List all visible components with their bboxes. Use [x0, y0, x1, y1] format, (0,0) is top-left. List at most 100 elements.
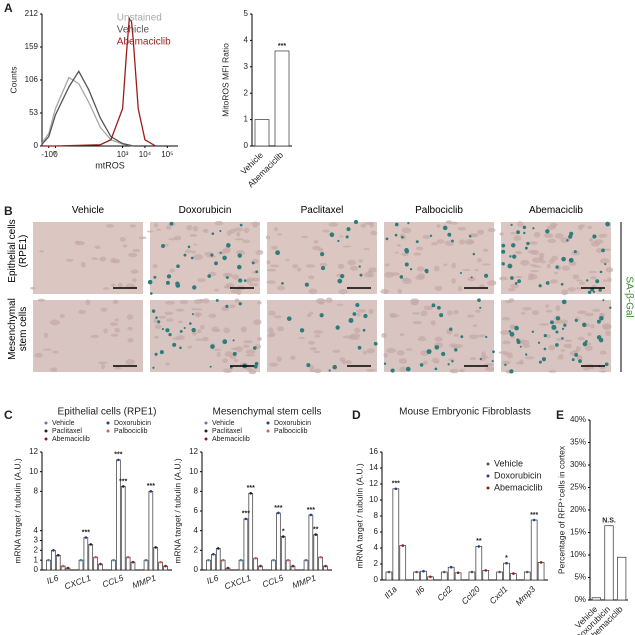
- cell: [499, 232, 504, 236]
- bar-point: [498, 570, 501, 574]
- stained-cell: [147, 279, 153, 285]
- significance: ***: [247, 485, 255, 492]
- stained-cell: [441, 351, 446, 357]
- cell: [195, 312, 201, 318]
- y-axis-label: Percentage of RFP⁺cells in cortex: [556, 445, 566, 574]
- cell: [130, 269, 139, 274]
- bar-point: [112, 558, 115, 562]
- cell: [575, 279, 583, 282]
- cell: [173, 235, 182, 241]
- cell: [358, 259, 363, 263]
- y-tick-label: 0: [34, 141, 39, 150]
- cell: [42, 348, 53, 351]
- cell: [555, 305, 561, 312]
- bar-point: [164, 564, 167, 568]
- cell: [576, 310, 587, 315]
- cell: [456, 227, 467, 231]
- x-tick-label: IL6: [45, 573, 60, 587]
- y-tick-label: 2: [34, 545, 39, 554]
- stained-cell: [155, 316, 158, 319]
- bar-point: [309, 513, 313, 517]
- cell: [252, 224, 258, 228]
- stained-cell: [157, 320, 161, 324]
- cell: [521, 311, 526, 315]
- bar-point: [56, 553, 60, 557]
- cell: [520, 259, 530, 266]
- stained-cell: [168, 332, 172, 337]
- stained-cell: [149, 292, 153, 295]
- stained-cell: [320, 252, 325, 257]
- cell: [196, 329, 202, 334]
- stained-cell: [516, 339, 521, 344]
- cell: [553, 271, 558, 275]
- y-tick-label: 12: [29, 447, 38, 456]
- x-tick-label: CCL5: [261, 573, 285, 590]
- y-tick-label: 6: [194, 506, 199, 515]
- cell: [528, 273, 534, 278]
- cell: [549, 279, 559, 284]
- stained-cell: [514, 325, 519, 331]
- stained-cell: [232, 351, 237, 356]
- column-header: Palbociclib: [415, 205, 463, 216]
- stained-cell: [165, 280, 170, 285]
- stained-cell: [507, 263, 513, 269]
- stained-cell: [511, 243, 516, 248]
- significance: ***: [82, 529, 90, 536]
- cell: [59, 313, 65, 319]
- cell: [216, 351, 221, 358]
- cell: [594, 239, 604, 245]
- stained-cell: [492, 350, 495, 354]
- legend-marker: [266, 429, 270, 433]
- cell: [195, 338, 204, 341]
- cell: [468, 334, 479, 340]
- legend-label: Unstained: [117, 13, 162, 24]
- legend-label: Palbociclib: [114, 428, 148, 435]
- bar-point: [121, 485, 125, 488]
- stained-cell: [501, 262, 505, 266]
- cell: [200, 324, 205, 330]
- bar: [125, 556, 131, 571]
- cell: [390, 272, 400, 276]
- micrograph: [267, 222, 377, 294]
- x-tick-label: CXCL1: [223, 573, 252, 592]
- y-tick-label: 0: [244, 141, 249, 150]
- cell: [499, 276, 508, 281]
- stained-cell: [605, 221, 611, 227]
- cell: [158, 315, 167, 319]
- cell: [319, 262, 328, 267]
- bar: [220, 559, 226, 571]
- cell: [501, 316, 511, 321]
- stained-cell: [563, 323, 567, 327]
- y-tick-label: 30%: [570, 460, 586, 469]
- cell: [451, 278, 456, 284]
- cell: [557, 356, 564, 360]
- cell: [39, 250, 45, 253]
- cell: [99, 256, 107, 262]
- stained-cell: [346, 227, 351, 232]
- x-tick-label: -10⁰: [41, 150, 56, 159]
- panel-label: C: [4, 408, 13, 422]
- cell: [464, 239, 474, 245]
- cell: [164, 300, 175, 305]
- cell: [396, 350, 405, 356]
- stained-cell: [405, 366, 411, 372]
- cell: [223, 327, 231, 334]
- stained-cell: [483, 273, 489, 278]
- cell: [175, 308, 185, 312]
- y-tick-label: 0: [34, 565, 39, 574]
- stained-cell: [152, 366, 155, 369]
- bar-point: [477, 545, 481, 548]
- bar: [308, 514, 314, 571]
- bar-point: [249, 492, 253, 495]
- stained-cell: [524, 353, 528, 356]
- stained-cell: [566, 239, 569, 242]
- x-tick-label: CCL5: [101, 573, 125, 590]
- cell: [588, 270, 598, 274]
- cell: [153, 317, 158, 324]
- stained-cell: [169, 221, 174, 226]
- y-axis-label: mRNA target / tubulin (A.U.): [354, 463, 364, 569]
- stained-cell: [161, 244, 165, 248]
- y-tick-label: 12: [189, 447, 198, 456]
- cell: [314, 334, 321, 338]
